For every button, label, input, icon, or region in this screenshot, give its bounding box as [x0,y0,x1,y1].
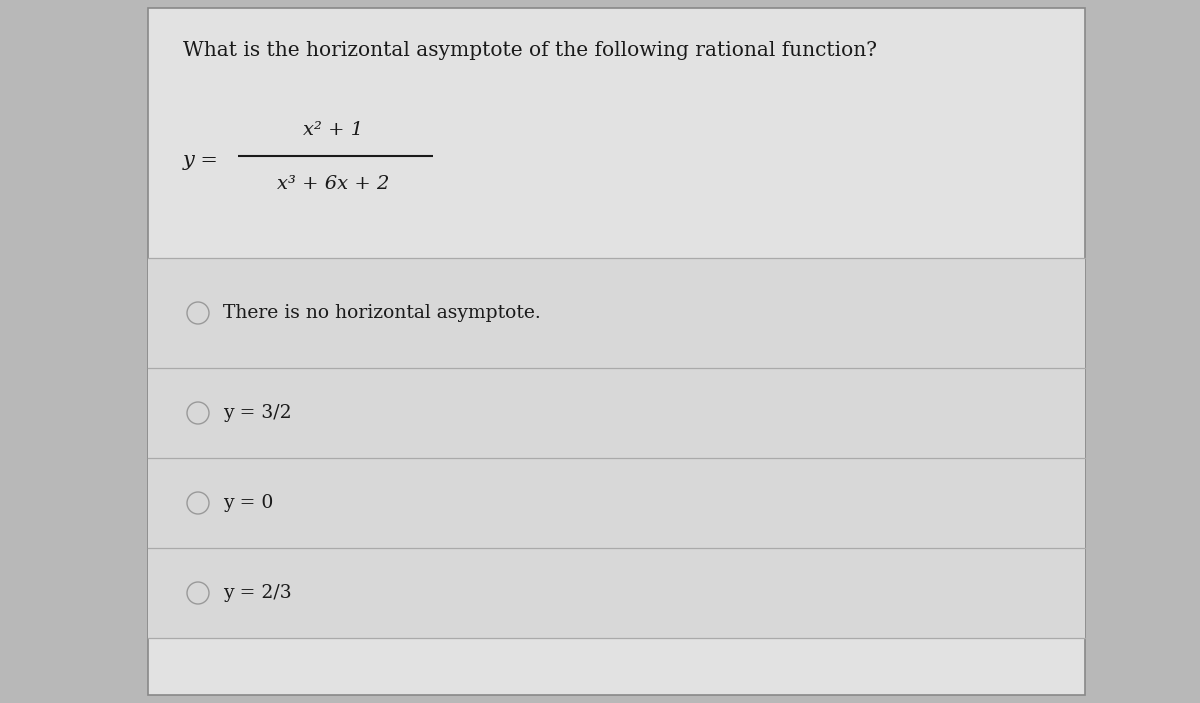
Bar [148,458,1085,548]
Bar [148,8,1085,695]
Text: y = 3/2: y = 3/2 [223,404,292,422]
Text: x² + 1: x² + 1 [302,121,364,139]
Bar [148,548,1085,638]
Text: y = 0: y = 0 [223,494,274,512]
Text: y =: y = [182,152,218,171]
Text: What is the horizontal asymptote of the following rational function?: What is the horizontal asymptote of the … [182,41,877,60]
Text: There is no horizontal asymptote.: There is no horizontal asymptote. [223,304,541,322]
Text: y = 2/3: y = 2/3 [223,584,292,602]
Bar [148,368,1085,458]
Bar [148,258,1085,368]
Text: x³ + 6x + 2: x³ + 6x + 2 [277,175,389,193]
